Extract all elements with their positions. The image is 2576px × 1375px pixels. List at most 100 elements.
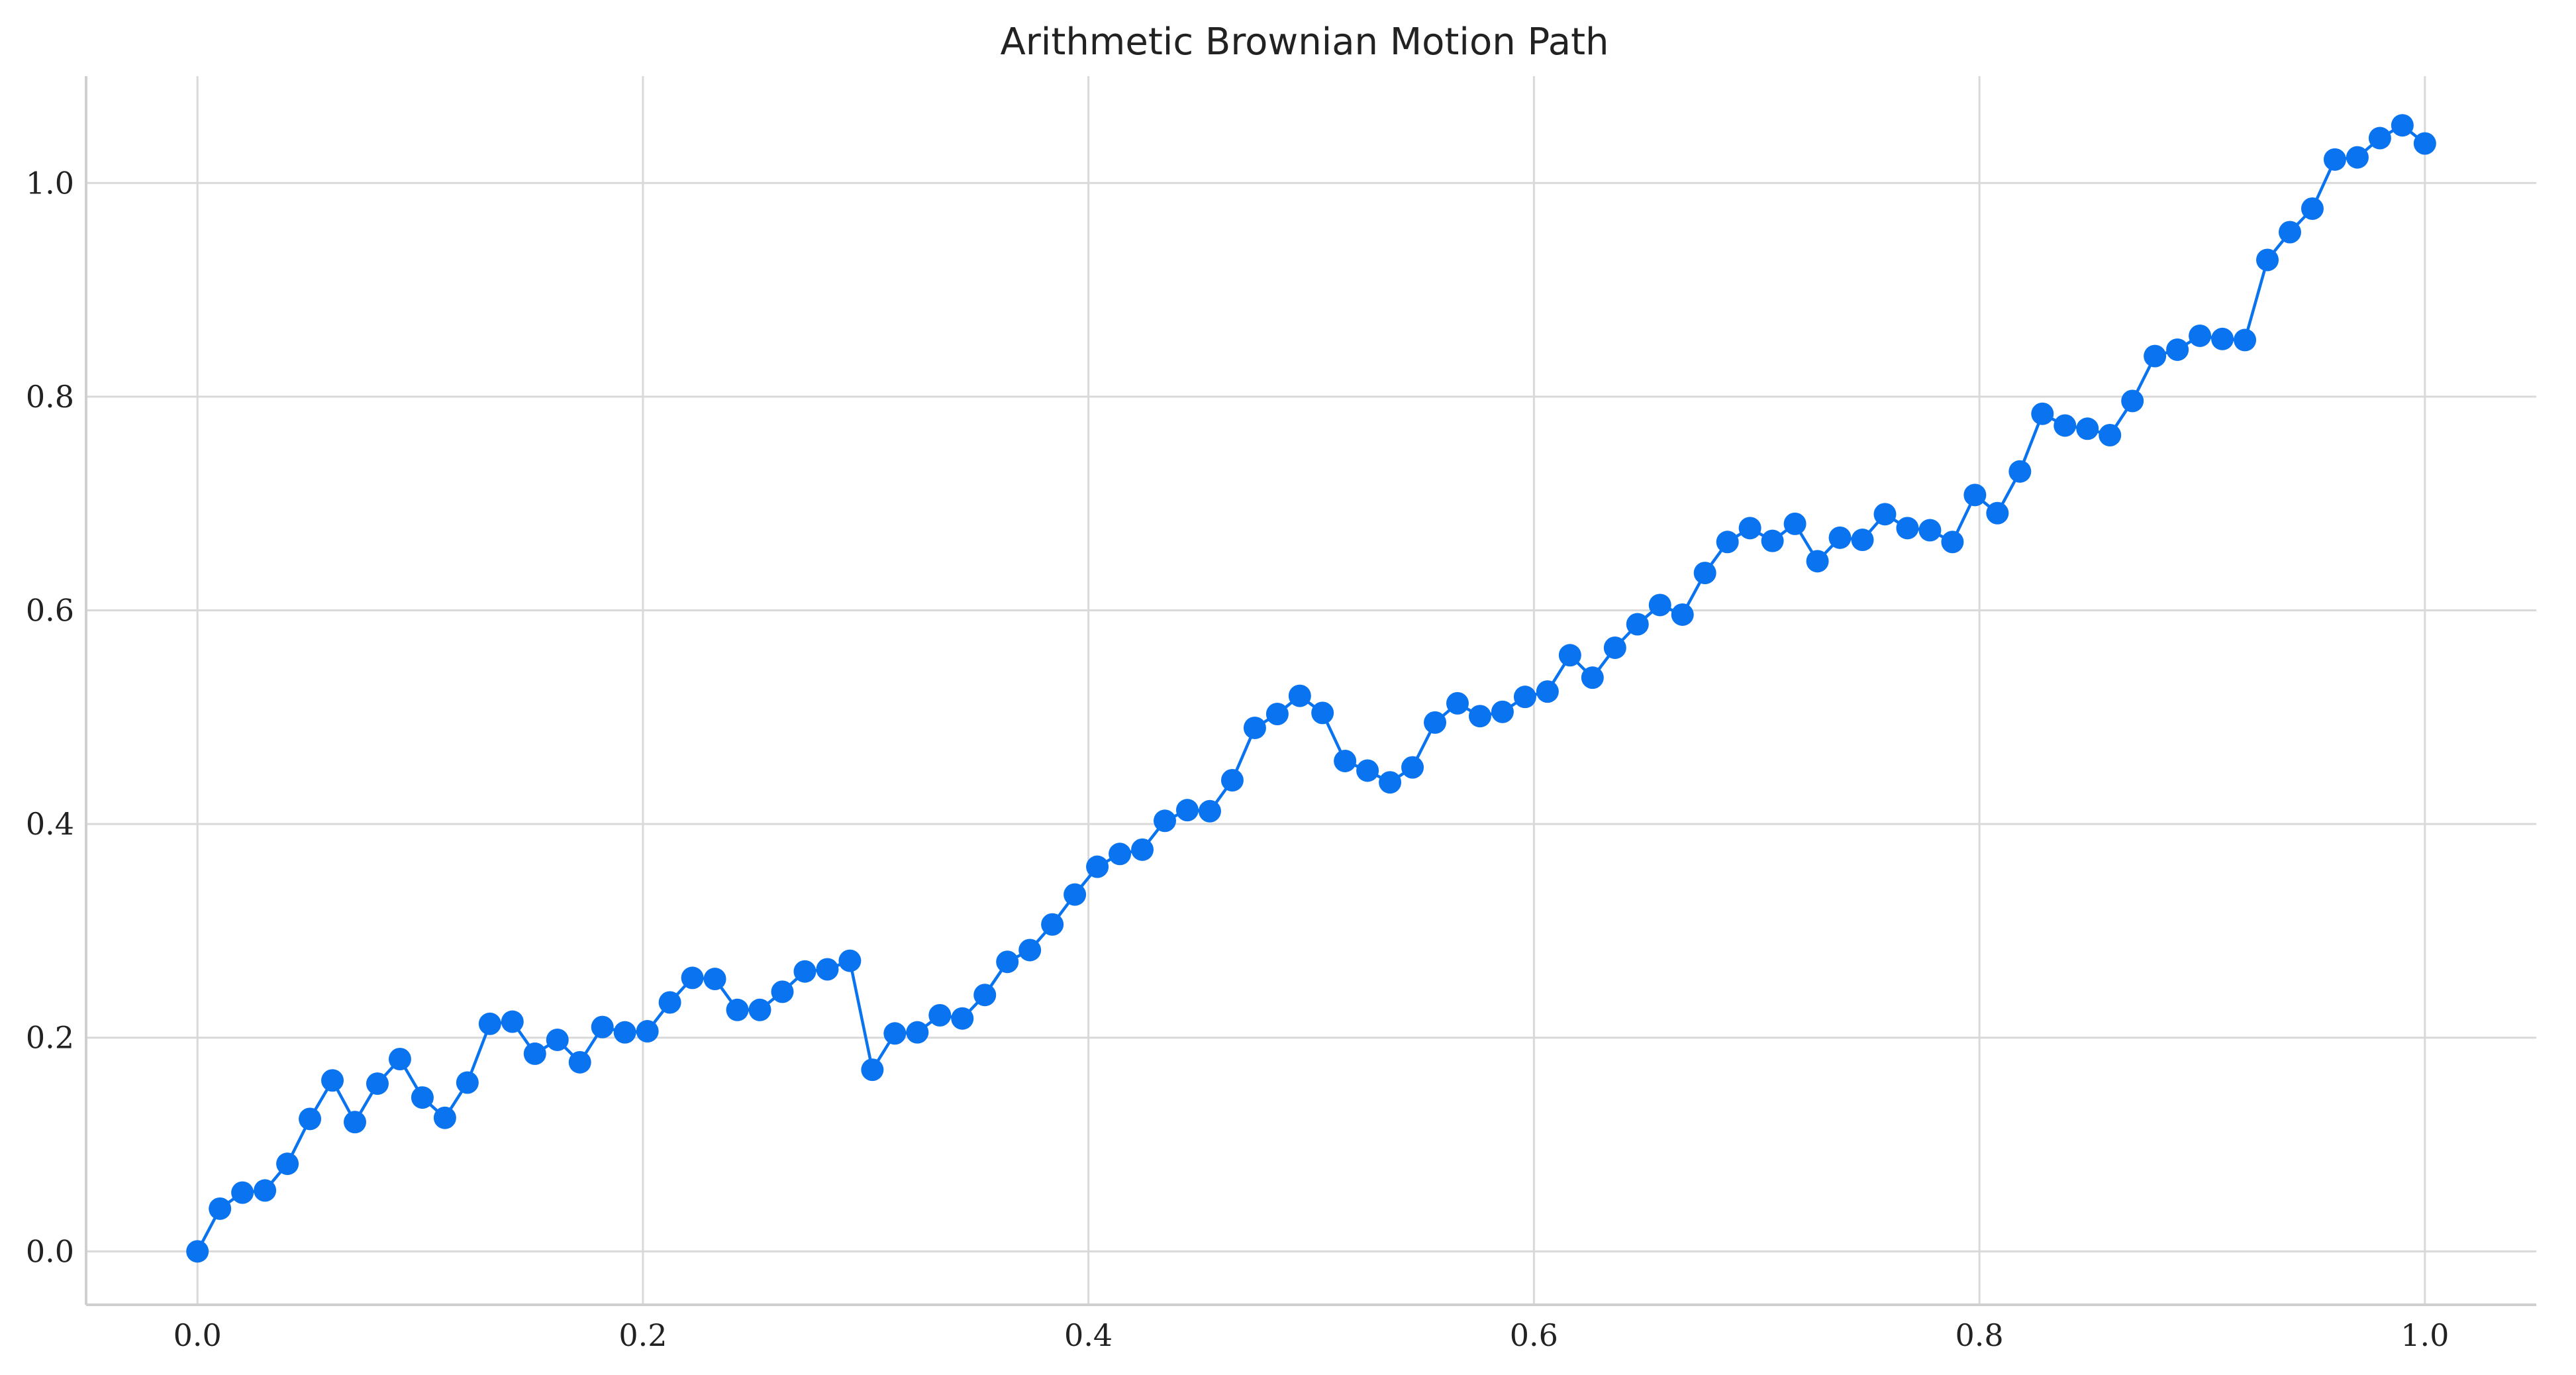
data-point xyxy=(388,1048,411,1070)
data-point xyxy=(1648,593,1671,617)
data-point xyxy=(1175,799,1199,822)
data-point xyxy=(1131,838,1154,861)
data-point xyxy=(2234,329,2257,352)
data-point xyxy=(1603,636,1626,659)
data-point xyxy=(1918,519,1942,542)
data-point xyxy=(2008,460,2032,483)
x-tick-label: 0.0 xyxy=(173,1317,222,1353)
data-point xyxy=(478,1012,501,1035)
data-point xyxy=(1513,686,1536,709)
data-point xyxy=(1626,613,1649,636)
data-point xyxy=(1558,644,1581,667)
data-point xyxy=(2099,423,2122,446)
data-point xyxy=(681,966,704,990)
data-point xyxy=(703,968,726,991)
data-point xyxy=(2256,248,2279,272)
y-tick-label: 0.0 xyxy=(26,1233,74,1269)
data-point xyxy=(1334,749,1357,772)
data-point xyxy=(2031,402,2054,425)
data-point xyxy=(861,1058,884,1082)
data-point xyxy=(1738,517,1761,540)
tick-labels: 0.0 0.2 0.4 0.6 0.8 1.0 0.0 0.2 0.4 0.6 0.8 1.0 xyxy=(26,165,2450,1353)
data-point xyxy=(2323,148,2346,171)
data-point xyxy=(366,1072,389,1095)
y-tick-label: 1.0 xyxy=(26,165,74,201)
data-point xyxy=(2278,221,2301,244)
data-point xyxy=(2413,132,2436,155)
data-point xyxy=(2076,417,2099,440)
y-tick-label: 0.2 xyxy=(26,1020,74,1056)
data-point xyxy=(2166,338,2189,361)
data-point xyxy=(906,1021,929,1044)
series xyxy=(186,114,2436,1263)
data-point xyxy=(1154,809,1177,833)
data-point xyxy=(1896,517,1919,540)
data-point xyxy=(1716,531,1739,554)
data-point xyxy=(1018,939,1042,962)
data-point xyxy=(1873,503,1897,526)
data-point xyxy=(591,1015,614,1039)
y-tick-label: 0.6 xyxy=(26,593,74,629)
data-point xyxy=(1288,684,1311,707)
data-point xyxy=(2211,327,2234,350)
data-point xyxy=(2301,197,2324,221)
data-point xyxy=(838,949,862,972)
data-point xyxy=(1783,512,1807,535)
data-point xyxy=(276,1152,299,1176)
data-point xyxy=(748,998,771,1021)
chart-title: Arithmetic Brownian Motion Path xyxy=(1000,21,1609,64)
data-point xyxy=(1311,701,1334,725)
data-point xyxy=(186,1240,209,1263)
data-point xyxy=(1806,550,1829,573)
data-point xyxy=(2391,114,2414,137)
y-tick-label: 0.8 xyxy=(26,379,74,415)
data-point xyxy=(1693,562,1716,585)
y-tick-label: 0.4 xyxy=(26,806,74,842)
data-point xyxy=(1941,531,1964,554)
data-point xyxy=(1986,501,2009,525)
data-point xyxy=(883,1022,907,1045)
data-point xyxy=(411,1086,434,1109)
data-point xyxy=(1851,529,1874,552)
data-point xyxy=(456,1071,479,1094)
data-point xyxy=(1198,799,1221,823)
data-point xyxy=(996,950,1019,974)
x-tick-label: 0.6 xyxy=(1510,1317,1558,1353)
data-point xyxy=(2346,146,2369,169)
x-tick-label: 1.0 xyxy=(2401,1317,2449,1353)
data-point xyxy=(1491,700,1514,723)
data-point xyxy=(1761,529,1784,552)
data-point xyxy=(1536,680,1559,703)
data-point xyxy=(1041,913,1064,936)
data-point xyxy=(1424,711,1447,734)
data-point xyxy=(951,1007,974,1030)
data-point xyxy=(2054,414,2077,437)
data-point xyxy=(1109,842,1132,866)
data-point xyxy=(433,1106,456,1129)
data-point xyxy=(1243,716,1266,739)
data-point xyxy=(613,1021,636,1044)
data-point xyxy=(771,980,794,1003)
data-point xyxy=(568,1050,591,1074)
axes xyxy=(85,76,2536,1306)
data-point xyxy=(1468,705,1491,728)
data-point xyxy=(1064,883,1087,906)
data-point xyxy=(973,984,997,1007)
data-point xyxy=(1379,771,1402,794)
grid xyxy=(86,76,2536,1305)
data-point xyxy=(1220,768,1244,791)
data-point xyxy=(1265,702,1289,725)
data-point xyxy=(928,1003,952,1027)
data-point xyxy=(816,958,839,981)
data-point xyxy=(1671,603,1694,626)
x-tick-label: 0.2 xyxy=(619,1317,667,1353)
data-point xyxy=(231,1181,254,1204)
data-point xyxy=(2144,344,2167,368)
data-point xyxy=(1581,666,1604,689)
data-point xyxy=(321,1069,344,1092)
data-point xyxy=(1086,855,1109,878)
data-point xyxy=(1963,484,1987,507)
data-point xyxy=(501,1010,524,1033)
